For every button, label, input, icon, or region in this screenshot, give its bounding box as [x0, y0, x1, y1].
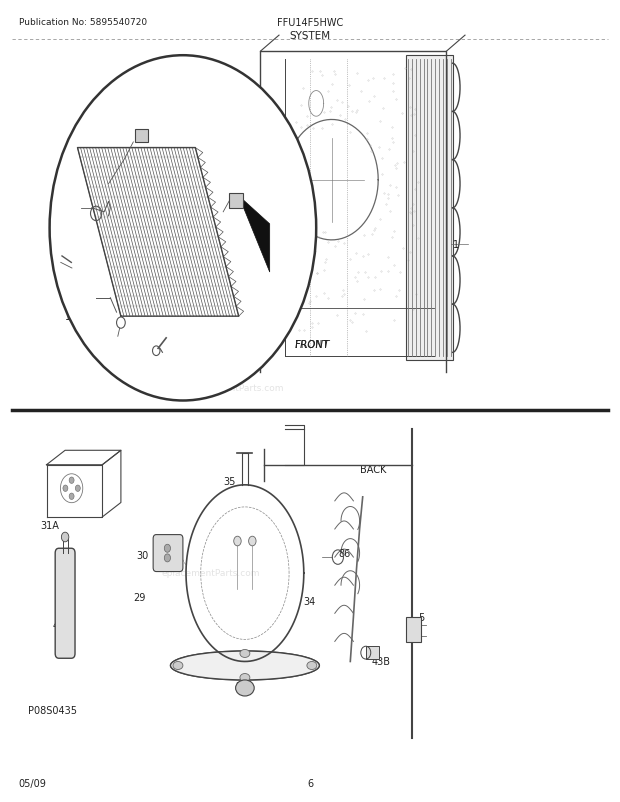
Ellipse shape: [240, 674, 250, 682]
Bar: [229, 194, 243, 209]
Text: 1: 1: [453, 240, 459, 249]
Text: 4: 4: [53, 621, 59, 630]
Text: 130: 130: [161, 368, 180, 378]
Text: 2: 2: [56, 260, 62, 269]
Text: 30: 30: [136, 550, 149, 560]
Circle shape: [164, 554, 171, 562]
Ellipse shape: [173, 662, 183, 670]
Text: 6: 6: [307, 778, 313, 788]
Text: eplacementParts.com: eplacementParts.com: [161, 569, 260, 577]
Circle shape: [69, 493, 74, 500]
Text: 14: 14: [65, 312, 78, 322]
Text: 27: 27: [236, 681, 248, 691]
Bar: [135, 130, 148, 143]
Text: 20: 20: [68, 220, 81, 229]
Text: 15A: 15A: [158, 288, 177, 298]
Text: Publication No: 5895540720: Publication No: 5895540720: [19, 18, 147, 26]
Circle shape: [249, 537, 256, 546]
Text: 5: 5: [418, 613, 425, 622]
Circle shape: [63, 485, 68, 492]
Ellipse shape: [170, 651, 319, 680]
Text: 19: 19: [158, 124, 170, 133]
Text: P08S0435: P08S0435: [28, 705, 77, 715]
Text: 15: 15: [211, 132, 223, 141]
Text: FRONT: FRONT: [294, 340, 328, 350]
Text: eplacementParts.com: eplacementParts.com: [186, 384, 285, 393]
Circle shape: [61, 533, 69, 542]
Circle shape: [75, 485, 81, 492]
Text: 29: 29: [133, 593, 146, 602]
Text: 31A: 31A: [40, 520, 59, 530]
Text: 18: 18: [229, 188, 242, 197]
Ellipse shape: [307, 662, 317, 670]
Text: BACK: BACK: [360, 464, 386, 474]
Text: 43B: 43B: [372, 657, 391, 666]
Circle shape: [164, 545, 171, 553]
Text: 05/09: 05/09: [19, 778, 46, 788]
Circle shape: [69, 477, 74, 484]
Circle shape: [234, 537, 241, 546]
Text: SYSTEM: SYSTEM: [290, 30, 330, 40]
Bar: [406, 617, 421, 642]
Ellipse shape: [236, 680, 254, 696]
FancyBboxPatch shape: [55, 549, 75, 658]
FancyBboxPatch shape: [153, 535, 183, 572]
Bar: [406, 56, 453, 361]
Ellipse shape: [240, 650, 250, 658]
Bar: [366, 646, 379, 659]
Text: 35: 35: [223, 476, 236, 486]
Polygon shape: [239, 196, 270, 273]
Circle shape: [50, 56, 316, 401]
Text: FRONT: FRONT: [294, 340, 330, 350]
Text: BACK: BACK: [360, 464, 386, 474]
Text: 34: 34: [304, 597, 316, 606]
Text: FFU14F5HWC: FFU14F5HWC: [277, 18, 343, 27]
Text: 86: 86: [338, 549, 350, 558]
